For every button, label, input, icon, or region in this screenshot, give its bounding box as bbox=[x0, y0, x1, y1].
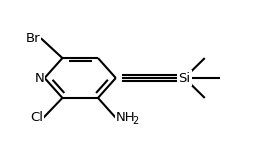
Text: N: N bbox=[35, 71, 45, 85]
Text: 2: 2 bbox=[132, 116, 139, 126]
Text: Si: Si bbox=[178, 71, 190, 85]
Text: Br: Br bbox=[26, 32, 41, 45]
Text: Cl: Cl bbox=[30, 111, 43, 124]
Text: NH: NH bbox=[116, 111, 135, 124]
